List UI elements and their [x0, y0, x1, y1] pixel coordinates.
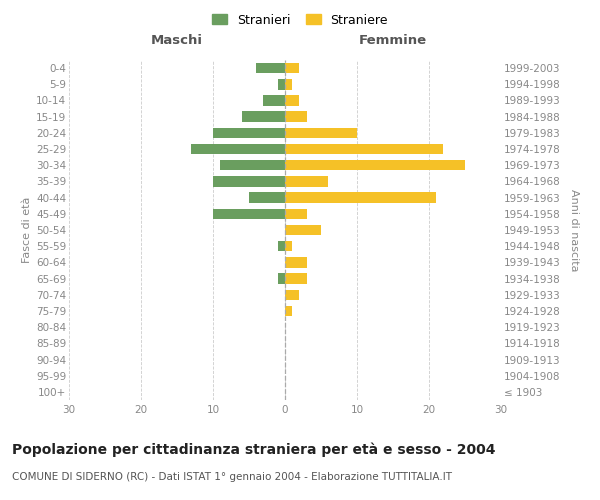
Bar	[285, 274, 307, 284]
Bar	[285, 241, 292, 252]
Bar	[285, 306, 292, 316]
Bar	[278, 241, 285, 252]
Y-axis label: Fasce di età: Fasce di età	[22, 197, 32, 263]
Bar	[285, 176, 328, 186]
Bar	[285, 192, 436, 203]
Bar	[213, 128, 285, 138]
Bar	[285, 128, 357, 138]
Bar	[285, 144, 443, 154]
Bar	[191, 144, 285, 154]
Bar	[263, 95, 285, 106]
Legend: Stranieri, Straniere: Stranieri, Straniere	[207, 8, 393, 32]
Text: Maschi: Maschi	[151, 34, 203, 47]
Bar	[285, 224, 321, 235]
Text: Popolazione per cittadinanza straniera per età e sesso - 2004: Popolazione per cittadinanza straniera p…	[12, 442, 496, 457]
Bar	[249, 192, 285, 203]
Bar	[285, 208, 307, 219]
Bar	[285, 63, 299, 74]
Bar	[256, 63, 285, 74]
Bar	[285, 257, 307, 268]
Text: COMUNE DI SIDERNO (RC) - Dati ISTAT 1° gennaio 2004 - Elaborazione TUTTITALIA.IT: COMUNE DI SIDERNO (RC) - Dati ISTAT 1° g…	[12, 472, 452, 482]
Bar	[285, 290, 299, 300]
Bar	[242, 112, 285, 122]
Bar	[285, 160, 465, 170]
Bar	[278, 79, 285, 90]
Bar	[220, 160, 285, 170]
Bar	[285, 95, 299, 106]
Bar	[278, 274, 285, 284]
Text: Femmine: Femmine	[359, 34, 427, 47]
Bar	[213, 208, 285, 219]
Bar	[285, 79, 292, 90]
Bar	[285, 112, 307, 122]
Bar	[213, 176, 285, 186]
Y-axis label: Anni di nascita: Anni di nascita	[569, 188, 579, 271]
